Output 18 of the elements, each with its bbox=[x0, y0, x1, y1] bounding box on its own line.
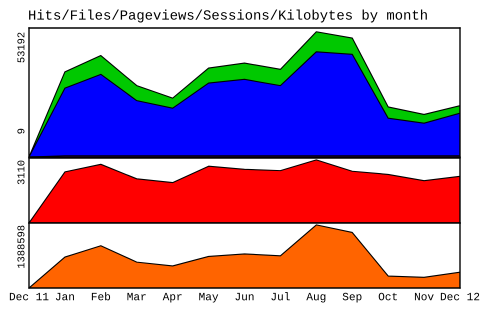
x-tick-label: May bbox=[199, 292, 218, 303]
x-tick-label: Jan bbox=[56, 292, 74, 300]
x-tick-label: Jun bbox=[235, 292, 254, 300]
text: 9 bbox=[17, 128, 24, 134]
x-tick-label: Feb bbox=[92, 292, 110, 300]
chart-title: Hits/Files/Pageviews/Sessions/Kilobytes by month bbox=[29, 10, 427, 22]
x-tick-label: Apr bbox=[162, 292, 182, 303]
x-tick-label: Jul bbox=[271, 292, 290, 300]
x-tick-label: Oct bbox=[378, 292, 398, 300]
x-tick-label: Dec 11 bbox=[10, 292, 48, 300]
x-tick-label: Nov bbox=[414, 292, 434, 300]
x-tick-label: Sep bbox=[342, 292, 362, 303]
text: 1388598 bbox=[17, 226, 24, 268]
x-tick-label: Aug bbox=[306, 292, 326, 303]
text: 3110 bbox=[17, 160, 24, 184]
text: 53192 bbox=[17, 32, 24, 62]
x-tick-label: Mar bbox=[127, 292, 146, 300]
x-tick-label: Dec 12 bbox=[440, 292, 480, 300]
